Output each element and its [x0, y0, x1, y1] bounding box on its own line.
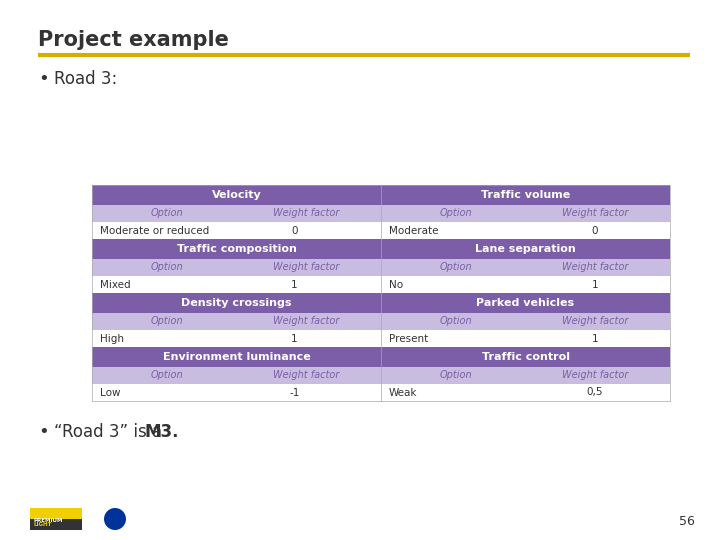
Text: Option: Option [440, 262, 472, 273]
Text: Traffic composition: Traffic composition [176, 244, 297, 254]
Text: 0,5: 0,5 [587, 388, 603, 397]
Text: Parked vehicles: Parked vehicles [477, 298, 575, 308]
Bar [92, 276, 670, 293]
Text: Mixed: Mixed [100, 280, 130, 289]
Text: Option: Option [150, 370, 184, 381]
Text: Moderate: Moderate [389, 226, 438, 235]
Text: Weight factor: Weight factor [562, 316, 628, 327]
Text: Traffic volume: Traffic volume [481, 190, 570, 200]
Bar [92, 384, 670, 401]
Bar [92, 222, 670, 239]
Text: Moderate or reduced: Moderate or reduced [100, 226, 210, 235]
Text: Road 3:: Road 3: [54, 70, 117, 88]
Text: Traffic control: Traffic control [482, 352, 570, 362]
Text: Low: Low [100, 388, 120, 397]
Text: •: • [38, 70, 49, 88]
Text: Environment luminance: Environment luminance [163, 352, 310, 362]
Bar [92, 259, 670, 276]
Bar [92, 293, 670, 313]
Text: PREMIUM: PREMIUM [33, 518, 63, 523]
Text: Lane separation: Lane separation [475, 244, 576, 254]
Text: Option: Option [440, 208, 472, 219]
Text: -1: -1 [289, 388, 300, 397]
Text: Present: Present [389, 334, 428, 343]
Bar [92, 313, 670, 330]
Text: Weak: Weak [389, 388, 418, 397]
Text: Weight factor: Weight factor [562, 370, 628, 381]
Text: 1: 1 [291, 280, 297, 289]
Text: Option: Option [150, 208, 184, 219]
Text: 1: 1 [291, 334, 297, 343]
Text: Weight factor: Weight factor [273, 316, 339, 327]
Bar [92, 347, 670, 367]
Text: M3.: M3. [145, 423, 179, 441]
Text: Option: Option [150, 262, 184, 273]
Bar [30, 508, 82, 530]
Bar [92, 205, 670, 222]
Bar [92, 185, 670, 401]
Bar [92, 185, 670, 205]
Text: •: • [38, 423, 49, 441]
Bar [92, 330, 670, 347]
Bar [92, 367, 670, 384]
Text: Weight factor: Weight factor [273, 262, 339, 273]
Text: Option: Option [440, 316, 472, 327]
Text: 1: 1 [592, 280, 598, 289]
Text: Option: Option [440, 370, 472, 381]
Text: Project example: Project example [38, 30, 229, 50]
Text: “Road 3” is a: “Road 3” is a [54, 423, 167, 441]
Text: 56: 56 [679, 515, 695, 528]
Text: Velocity: Velocity [212, 190, 261, 200]
Text: 0: 0 [592, 226, 598, 235]
Bar [92, 239, 670, 259]
Text: Density crossings: Density crossings [181, 298, 292, 308]
Text: Option: Option [150, 316, 184, 327]
Text: Weight factor: Weight factor [273, 208, 339, 219]
Text: No: No [389, 280, 403, 289]
Text: Weight factor: Weight factor [562, 262, 628, 273]
Text: 1: 1 [592, 334, 598, 343]
Text: High: High [100, 334, 124, 343]
Text: Weight factor: Weight factor [273, 370, 339, 381]
Text: 0: 0 [291, 226, 297, 235]
Text: Weight factor: Weight factor [562, 208, 628, 219]
Bar [30, 519, 82, 530]
Circle shape [104, 508, 126, 530]
Text: LIGHT: LIGHT [33, 522, 51, 527]
